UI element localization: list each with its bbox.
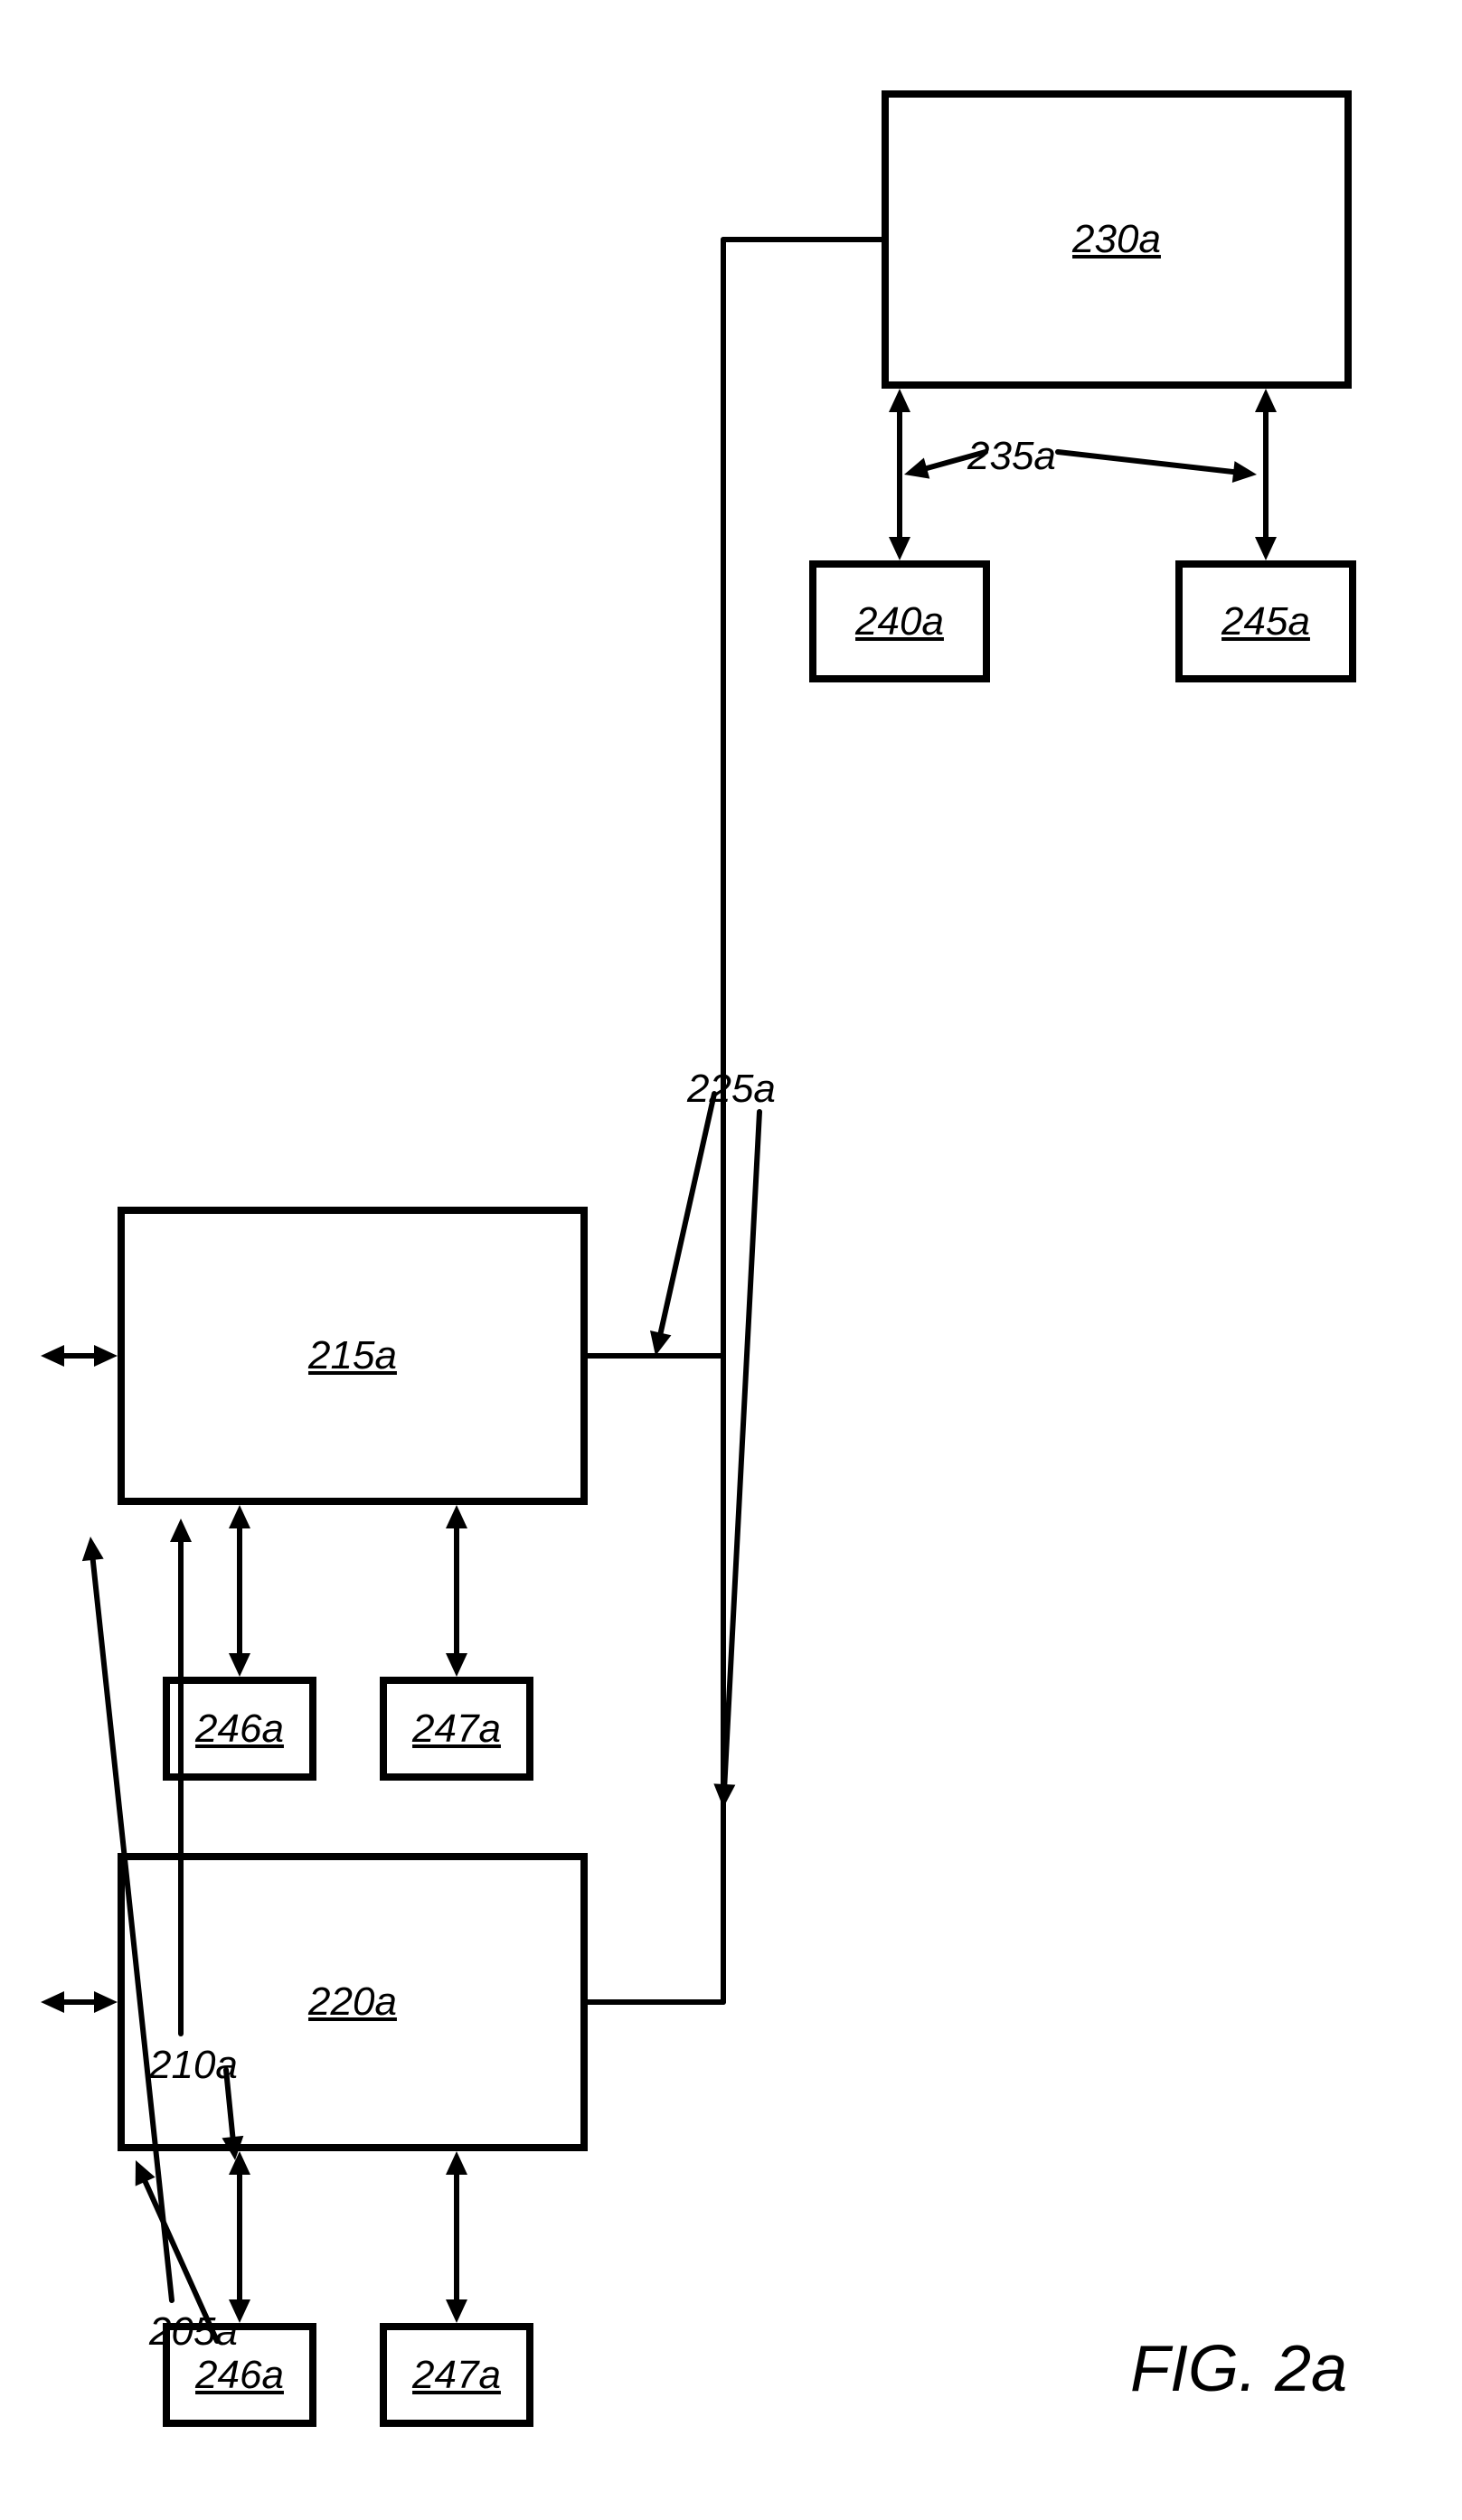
block-245a-label: 245a bbox=[1221, 599, 1310, 644]
block-240a: 240a bbox=[809, 560, 990, 682]
ptr-235a-b bbox=[1058, 452, 1242, 473]
figure-title: FIG. 2a bbox=[1130, 2332, 1347, 2406]
block-240a-label: 240a bbox=[855, 599, 944, 644]
ptr-225a-a bbox=[658, 1094, 714, 1342]
block-230a-label: 230a bbox=[1072, 217, 1161, 262]
ptr-225a-b bbox=[724, 1112, 759, 1793]
block-220a: 220a bbox=[118, 1853, 588, 2151]
block-246a-lower-label: 246a bbox=[195, 2353, 284, 2398]
label-205a: 205a bbox=[149, 2309, 238, 2355]
block-247a-lower: 247a bbox=[380, 2323, 533, 2427]
block-215a: 215a bbox=[118, 1207, 588, 1505]
block-220a-label: 220a bbox=[308, 1979, 397, 2025]
block-246a-upper: 246a bbox=[163, 1677, 316, 1781]
block-245a: 245a bbox=[1175, 560, 1356, 682]
block-215a-label: 215a bbox=[308, 1333, 397, 1378]
label-225a: 225a bbox=[687, 1067, 776, 1112]
block-247a-upper-label: 247a bbox=[412, 1707, 501, 1752]
block-247a-upper: 247a bbox=[380, 1677, 533, 1781]
block-247a-lower-label: 247a bbox=[412, 2353, 501, 2398]
block-246a-upper-label: 246a bbox=[195, 1707, 284, 1752]
diagram-stage: 230a 240a 245a 215a 246a 247a 220a 246a 247a 235a… bbox=[0, 0, 1462, 2520]
block-230a: 230a bbox=[882, 90, 1352, 389]
label-235a: 235a bbox=[967, 434, 1056, 479]
label-210a: 210a bbox=[149, 2043, 238, 2088]
